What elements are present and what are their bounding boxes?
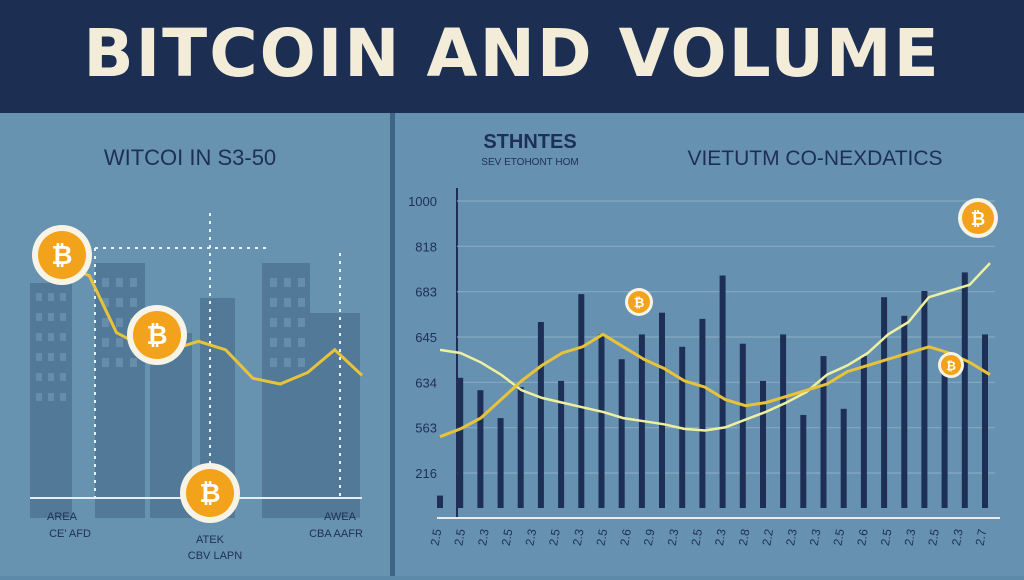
- x-tick-label: 2.5: [451, 528, 468, 547]
- x-tick-label: 2.3: [783, 528, 800, 547]
- bitcoin-icon: ₿: [625, 288, 653, 316]
- x-tick-label: 2.5: [878, 528, 895, 547]
- bitcoin-icon: ₿: [32, 225, 92, 285]
- x-tick-label: 2.3: [902, 528, 919, 547]
- volume-bar: [840, 408, 847, 508]
- x-tick-label: 2.8: [736, 528, 753, 547]
- x-tick-label: 2.9: [641, 528, 658, 547]
- volume-bar: [982, 334, 988, 508]
- volume-bar: [820, 356, 827, 508]
- y-tick-label: 563: [415, 421, 437, 436]
- volume-bar: [760, 380, 766, 508]
- volume-bar: [517, 387, 524, 508]
- y-tick-label: 634: [415, 375, 437, 390]
- volume-bar: [901, 315, 908, 508]
- left-chart-title: WITCOI IN S3-50: [104, 145, 276, 170]
- volume-bar: [457, 377, 464, 508]
- volume-bar: [437, 495, 443, 508]
- volume-bar: [558, 380, 565, 508]
- x-tick-label: 2.3: [570, 528, 587, 547]
- right-label: AWEA: [324, 511, 357, 523]
- page-title: BITCOIN AND VOLUME: [83, 15, 941, 92]
- right-chart: STHNTES SEV ETOHONT HOM VIETUTM CO-NEXDA…: [408, 131, 1000, 547]
- volume-bar: [598, 334, 605, 508]
- y-tick-label: 683: [415, 285, 437, 300]
- x-tick-label: 2.5: [688, 528, 705, 547]
- x-tick-label: 2.5: [594, 528, 611, 547]
- center-label: ATEK: [196, 534, 225, 546]
- volume-bar: [497, 418, 504, 508]
- bitcoin-icon: ₿: [938, 352, 964, 378]
- svg-text:₿: ₿: [146, 320, 167, 350]
- volume-bar: [699, 318, 706, 508]
- right-chart-heading: STHNTES: [483, 131, 576, 153]
- volume-bar: [780, 334, 787, 508]
- volume-bar: [800, 415, 807, 508]
- left-label: AREA: [47, 511, 78, 523]
- y-tick-label: 818: [415, 239, 437, 254]
- left-sublabel: CE' AFD: [49, 528, 91, 540]
- panel-divider: [390, 113, 395, 576]
- y-tick-label: 645: [415, 330, 437, 345]
- right-chart-panel: STHNTES SEV ETOHONT HOM VIETUTM CO-NEXDA…: [395, 113, 1024, 576]
- x-tick-label: 2.5: [831, 528, 848, 547]
- volume-bar: [961, 272, 968, 508]
- left-chart-panel: WITCOI IN S3-50: [0, 113, 390, 576]
- svg-text:₿: ₿: [199, 478, 220, 508]
- x-tick-label: 2.3: [712, 528, 729, 547]
- volume-bar: [860, 356, 867, 508]
- x-tick-label: 2.5: [546, 528, 563, 547]
- y-tick-label: 216: [415, 466, 437, 481]
- gold-series-line: [439, 332, 991, 439]
- volume-bar: [881, 297, 888, 508]
- left-chart: WITCOI IN S3-50: [30, 145, 364, 562]
- svg-text:₿: ₿: [51, 240, 72, 270]
- volume-bar: [477, 390, 484, 508]
- bitcoin-icon: ₿: [180, 463, 240, 523]
- left-price-line: [61, 262, 364, 386]
- pale-series-line: [439, 262, 991, 432]
- svg-text:₿: ₿: [946, 359, 956, 373]
- right-sublabel: CBA AAFR: [309, 528, 363, 540]
- x-tick-label: 2.3: [807, 528, 824, 547]
- volume-bar: [659, 312, 665, 508]
- volume-bar: [719, 275, 726, 508]
- x-tick-label: 2.7: [973, 528, 990, 547]
- x-tick-label: 2.5: [428, 528, 445, 547]
- volume-bar: [578, 294, 585, 508]
- bitcoin-icon: ₿: [958, 198, 998, 238]
- volume-bar: [739, 343, 746, 508]
- volume-bar: [537, 322, 544, 508]
- bitcoin-icon: ₿: [127, 305, 187, 365]
- skyline-windows: [36, 278, 305, 401]
- x-tick-label: 2.6: [617, 528, 634, 547]
- svg-text:₿: ₿: [634, 295, 645, 310]
- volume-bar: [921, 291, 928, 508]
- header-banner: BITCOIN AND VOLUME: [0, 0, 1024, 113]
- right-chart-subheading: SEV ETOHONT HOM: [481, 157, 578, 168]
- x-tick-label: 2.3: [949, 528, 966, 547]
- x-tick-label: 2.5: [499, 528, 516, 547]
- x-tick-label: 2.2: [759, 528, 776, 547]
- svg-text:₿: ₿: [971, 209, 986, 229]
- x-tick-label: 2.3: [523, 528, 540, 547]
- x-tick-label: 2.3: [665, 528, 682, 547]
- right-chart-title: VIETUTM CO-NEXDATICS: [687, 147, 942, 170]
- y-tick-label: 1000: [408, 194, 437, 209]
- x-tick-label: 2.3: [475, 528, 492, 547]
- center-sublabel: CBV LAPN: [188, 550, 242, 562]
- volume-bar: [618, 359, 625, 508]
- x-tick-label: 2.5: [925, 528, 942, 547]
- volume-bar: [941, 356, 948, 508]
- x-tick-label: 2.6: [854, 528, 871, 547]
